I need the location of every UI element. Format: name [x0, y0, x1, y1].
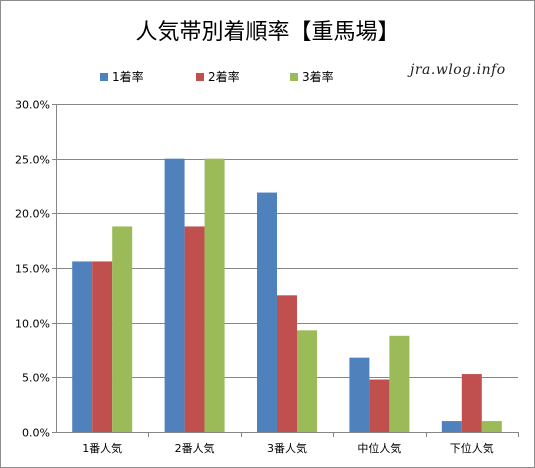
- legend-swatch-series-1: [100, 72, 108, 81]
- bar: [257, 192, 277, 432]
- x-tick-label: 下位人気: [450, 441, 494, 455]
- watermark-text: jra.wlog.info: [410, 62, 506, 78]
- y-tick-label: 0.0%: [22, 427, 50, 440]
- bar: [92, 261, 113, 432]
- x-tick-label: 1番人気: [82, 441, 122, 455]
- bar: [277, 295, 297, 432]
- bar: [184, 226, 205, 432]
- legend-swatch-series-3: [290, 72, 298, 81]
- legend-item-series-2: 2着率: [196, 68, 240, 85]
- bar: [389, 335, 410, 432]
- bar: [164, 158, 185, 432]
- chart-title: 人気帯別着順率【重馬場】: [135, 20, 400, 45]
- bar: [204, 158, 225, 432]
- legend-label-series-1: 1着率: [112, 70, 144, 84]
- legend-item-series-1: 1着率: [100, 68, 144, 85]
- y-tick-label: 25.0%: [15, 154, 50, 167]
- bar: [112, 226, 133, 432]
- bar: [297, 330, 317, 432]
- bar: [72, 261, 93, 432]
- bar: [349, 357, 370, 432]
- y-tick-label: 20.0%: [15, 208, 50, 221]
- x-tick-label: 2番人気: [175, 441, 215, 455]
- bar: [461, 374, 482, 432]
- bar: [441, 421, 462, 432]
- bar: [369, 379, 390, 432]
- x-tick-label: 3番人気: [267, 441, 307, 455]
- bar: [481, 421, 502, 432]
- y-tick-label: 15.0%: [15, 263, 50, 276]
- y-tick-label: 5.0%: [22, 372, 50, 385]
- y-tick-label: 10.0%: [15, 318, 50, 331]
- legend-item-series-3: 3着率: [290, 68, 334, 85]
- legend-label-series-3: 3着率: [302, 70, 334, 84]
- legend-swatch-series-2: [196, 72, 204, 81]
- y-tick-label: 30.0%: [15, 99, 50, 112]
- legend-label-series-2: 2着率: [208, 70, 240, 84]
- x-tick-label: 中位人気: [357, 441, 401, 455]
